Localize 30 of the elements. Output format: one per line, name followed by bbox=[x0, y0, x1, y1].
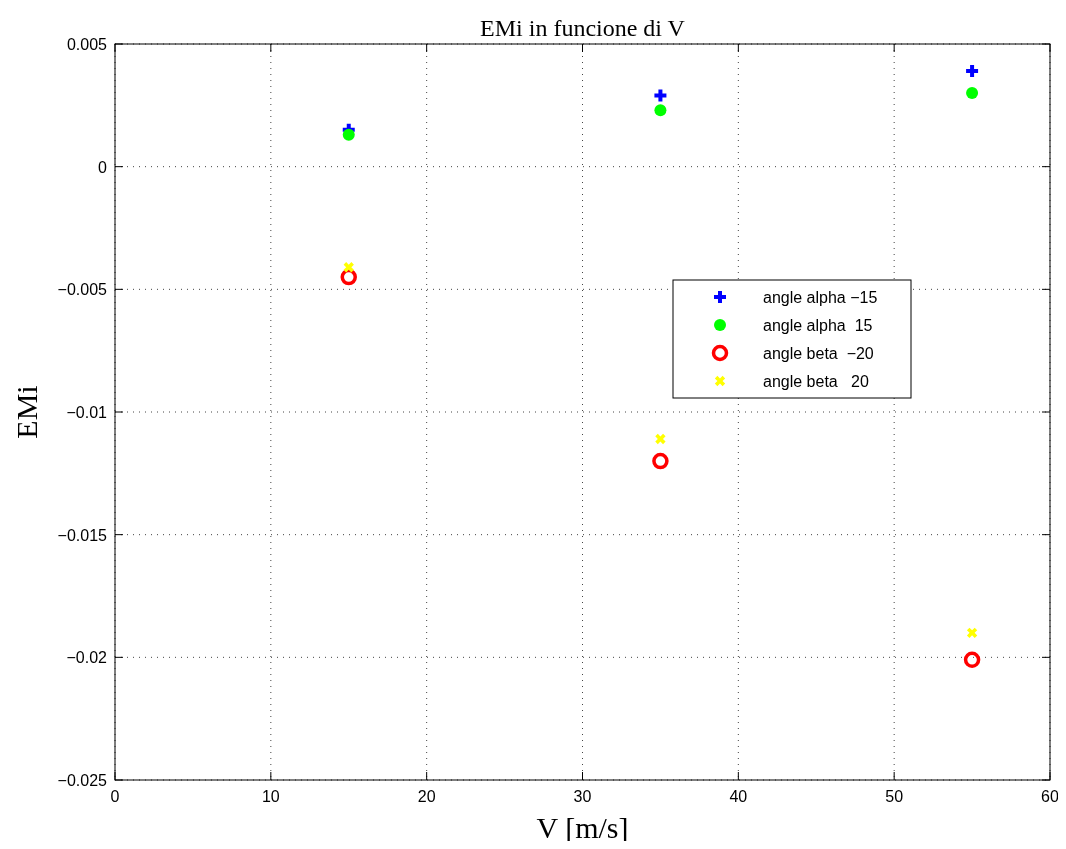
x-tick-label: 10 bbox=[261, 788, 280, 805]
y-axis-title: EMi bbox=[10, 385, 43, 439]
legend-label: angle beta −20 bbox=[763, 345, 874, 362]
y-tick-label: 0 bbox=[98, 158, 108, 176]
chart-title: EMi in funcione di V bbox=[480, 15, 686, 41]
x-tick-label: 40 bbox=[729, 788, 748, 805]
legend-label: angle beta 20 bbox=[763, 373, 869, 390]
x-tick-label: 30 bbox=[573, 788, 592, 805]
y-tick-label: −0.02 bbox=[66, 649, 108, 667]
legend-label: angle alpha −15 bbox=[763, 289, 878, 306]
point bbox=[340, 268, 357, 286]
point bbox=[655, 433, 666, 445]
point bbox=[652, 87, 669, 104]
y-tick-label: 0.005 bbox=[66, 36, 108, 53]
y-tick-label: −0.005 bbox=[57, 281, 108, 299]
point bbox=[343, 262, 354, 273]
point bbox=[342, 128, 355, 141]
x-tick-label: 0 bbox=[110, 788, 120, 805]
point bbox=[966, 87, 979, 100]
point bbox=[654, 104, 667, 117]
y-tick-label: −0.015 bbox=[57, 526, 108, 544]
y-tick-label: −0.025 bbox=[57, 772, 108, 789]
point bbox=[652, 452, 669, 470]
x-tick-label: 60 bbox=[1041, 788, 1059, 805]
point bbox=[966, 627, 978, 638]
legend-label: angle alpha 15 bbox=[763, 317, 873, 334]
x-tick-label: 50 bbox=[885, 788, 904, 805]
y-tick-label: −0.01 bbox=[66, 404, 108, 421]
point bbox=[963, 651, 981, 669]
x-tick-label: 20 bbox=[417, 788, 436, 805]
